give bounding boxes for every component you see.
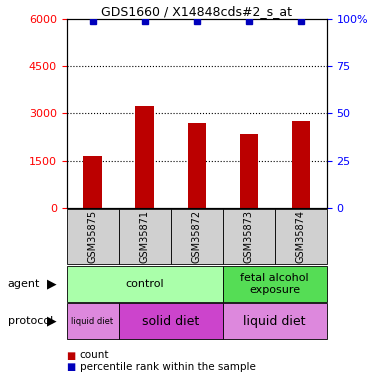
Title: GDS1660 / X14848cds#2_s_at: GDS1660 / X14848cds#2_s_at (101, 4, 292, 18)
Bar (84, 156, 101, 208)
Bar (66, 209, 119, 264)
Text: liquid diet: liquid diet (244, 315, 306, 328)
Bar (66, 303, 119, 339)
Text: ■: ■ (66, 362, 76, 372)
Text: protocol: protocol (8, 316, 53, 326)
Text: GSM35871: GSM35871 (139, 210, 150, 263)
Text: GSM35872: GSM35872 (192, 210, 202, 263)
Bar (275, 209, 327, 264)
Bar (188, 123, 206, 208)
Bar (119, 209, 171, 264)
Text: percentile rank within the sample: percentile rank within the sample (80, 362, 256, 372)
Text: liquid diet: liquid diet (71, 317, 114, 326)
Text: fetal alcohol
exposure: fetal alcohol exposure (241, 273, 309, 295)
Bar (223, 303, 327, 339)
Text: ▶: ▶ (46, 315, 56, 328)
Text: ▶: ▶ (46, 278, 56, 290)
Text: solid diet: solid diet (142, 315, 199, 328)
Bar (171, 209, 223, 264)
Text: ■: ■ (66, 351, 76, 360)
Bar (240, 134, 258, 208)
Text: agent: agent (8, 279, 40, 289)
Text: GSM35873: GSM35873 (244, 210, 254, 263)
Bar (66, 266, 223, 302)
Text: GSM35875: GSM35875 (87, 210, 98, 263)
Text: GSM35874: GSM35874 (296, 210, 306, 263)
Text: control: control (125, 279, 164, 289)
Text: count: count (80, 351, 109, 360)
Bar (292, 122, 310, 208)
Bar (136, 105, 154, 208)
Bar (119, 303, 223, 339)
Bar (223, 209, 275, 264)
Bar (223, 266, 327, 302)
